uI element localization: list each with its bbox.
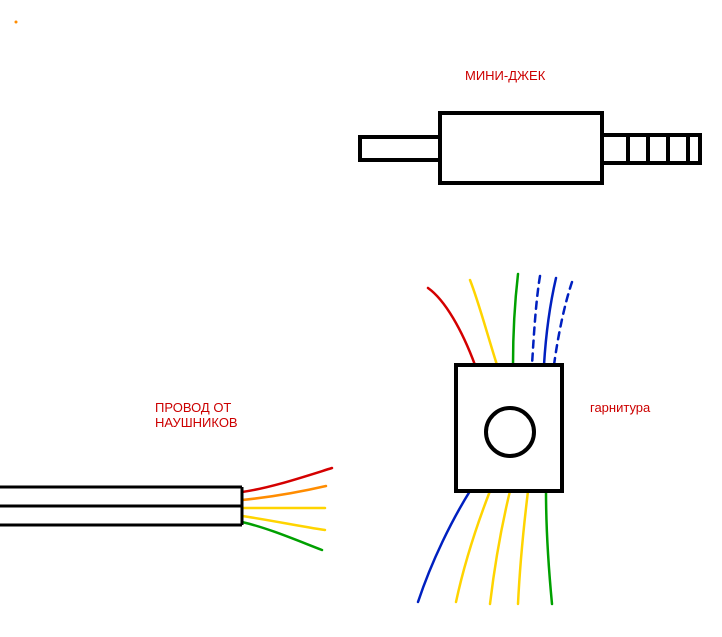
diagram-layer <box>0 0 722 637</box>
